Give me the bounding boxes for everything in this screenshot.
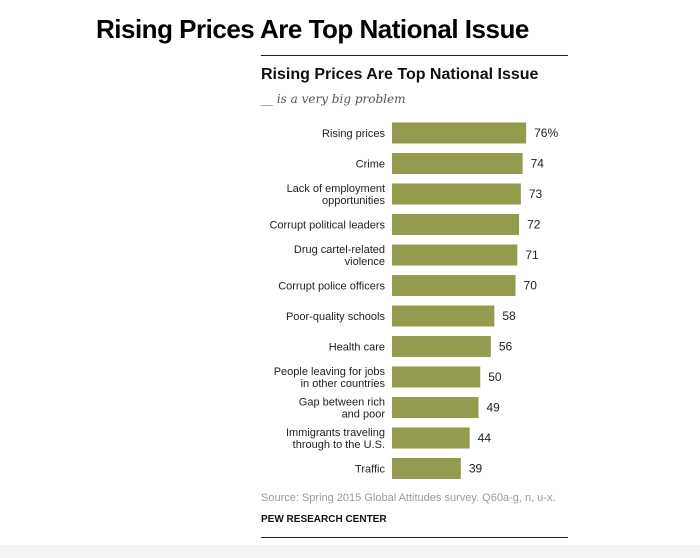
value-label: 74 xyxy=(531,157,545,171)
value-label: 39 xyxy=(469,462,483,476)
bar xyxy=(392,244,518,266)
category-label: Corrupt political leaders xyxy=(269,220,385,232)
bar xyxy=(392,183,521,205)
category-label: Immigrants traveling through to the U.S. xyxy=(286,427,385,451)
org-credit: PEW RESEARCH CENTER xyxy=(261,514,387,525)
value-label: 72 xyxy=(527,218,541,232)
value-label: 50 xyxy=(488,370,502,384)
value-label: 73 xyxy=(529,187,543,201)
bar xyxy=(392,122,527,144)
bar xyxy=(392,275,516,296)
category-label: Lack of employment opportunities xyxy=(287,183,386,207)
bar xyxy=(392,458,461,479)
bar xyxy=(392,336,491,357)
value-label: 76% xyxy=(534,126,558,140)
top-divider xyxy=(261,55,568,56)
category-label: Corrupt police officers xyxy=(278,281,385,293)
bottom-divider xyxy=(261,537,568,538)
category-label: Gap between rich and poor xyxy=(299,397,386,421)
category-label: Crime xyxy=(356,159,385,171)
bar xyxy=(392,214,520,235)
value-label: 49 xyxy=(486,401,500,415)
value-label: 70 xyxy=(524,279,538,293)
page-heading: Rising Prices Are Top National Issue xyxy=(96,14,529,44)
value-label: 58 xyxy=(502,309,516,323)
chart-subtitle: __ is a very big problem xyxy=(261,92,406,106)
footer-strip xyxy=(0,545,700,558)
bar xyxy=(392,305,495,327)
category-label: Traffic xyxy=(355,464,385,476)
category-label: Poor-quality schools xyxy=(286,311,386,323)
bar xyxy=(392,153,523,174)
category-label: Rising prices xyxy=(322,128,385,140)
category-label: Health care xyxy=(329,342,385,354)
bar xyxy=(392,366,481,388)
source-note: Source: Spring 2015 Global Attitudes sur… xyxy=(261,492,556,504)
category-label: People leaving for jobs in other countrie… xyxy=(274,366,386,390)
chart-title: Rising Prices Are Top National Issue xyxy=(261,66,539,83)
value-label: 44 xyxy=(478,431,492,445)
value-label: 71 xyxy=(525,248,539,262)
value-label: 56 xyxy=(499,340,513,354)
bar xyxy=(392,427,470,449)
bar xyxy=(392,397,479,418)
category-label: Drug cartel-related violence xyxy=(294,244,385,268)
